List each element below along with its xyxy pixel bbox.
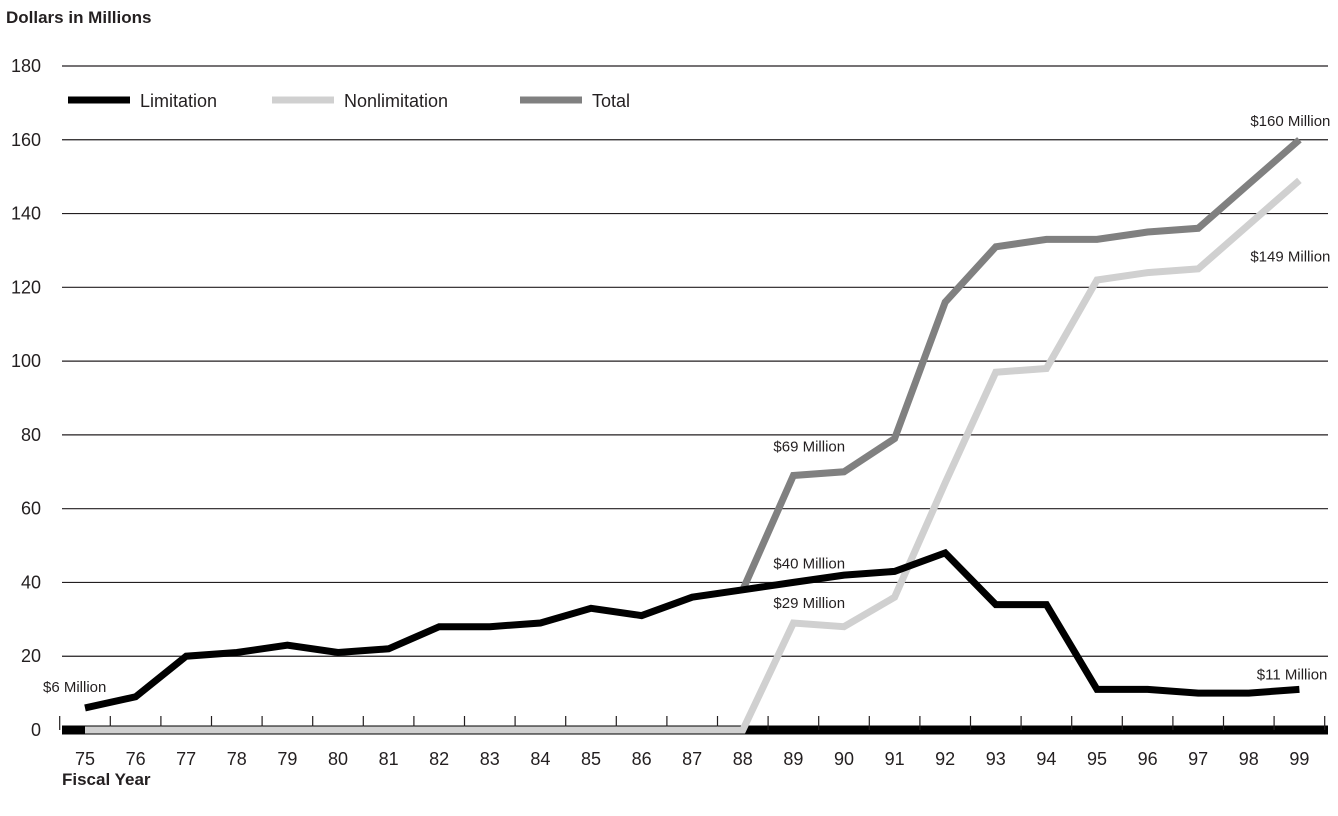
x-tick-label: 82 bbox=[429, 749, 449, 769]
x-tick-label: 89 bbox=[783, 749, 803, 769]
x-tick-label: 79 bbox=[277, 749, 297, 769]
y-tick-label: 180 bbox=[11, 56, 41, 76]
x-tick-label: 84 bbox=[530, 749, 550, 769]
legend-label: Limitation bbox=[140, 91, 217, 111]
data-annotation: $40 Million bbox=[773, 555, 845, 572]
x-tick-label: 92 bbox=[935, 749, 955, 769]
x-tick-label: 87 bbox=[682, 749, 702, 769]
x-tick-label: 98 bbox=[1239, 749, 1259, 769]
legend-label: Total bbox=[592, 91, 630, 111]
x-tick-label: 75 bbox=[75, 749, 95, 769]
series-lines bbox=[84, 137, 1302, 734]
x-axis-title: Fiscal Year bbox=[62, 770, 151, 789]
x-tick-label: 93 bbox=[986, 749, 1006, 769]
gridlines bbox=[62, 65, 1328, 657]
y-axis-title: Dollars in Millions bbox=[6, 8, 152, 27]
x-tick-label: 83 bbox=[480, 749, 500, 769]
x-tick-label: 81 bbox=[379, 749, 399, 769]
y-tick-label: 140 bbox=[11, 204, 41, 224]
y-tick-label: 40 bbox=[21, 572, 41, 592]
x-tick-label: 86 bbox=[632, 749, 652, 769]
y-tick-label: 160 bbox=[11, 130, 41, 150]
data-annotation: $6 Million bbox=[43, 679, 106, 696]
series-line-nonlimitation bbox=[85, 177, 1302, 734]
annotations: $6 Million $69 Million $40 Million $29 Mill… bbox=[43, 113, 1330, 696]
y-tick-label: 0 bbox=[31, 720, 41, 740]
data-annotation: $149 Million bbox=[1250, 248, 1330, 265]
x-tick-label: 76 bbox=[126, 749, 146, 769]
x-tick-label: 88 bbox=[733, 749, 753, 769]
data-annotation: $29 Million bbox=[773, 595, 845, 612]
x-tick-label: 95 bbox=[1087, 749, 1107, 769]
x-tick-label: 99 bbox=[1289, 749, 1309, 769]
series-line-total bbox=[739, 137, 1302, 592]
x-tick-label: 85 bbox=[581, 749, 601, 769]
y-tick-label: 100 bbox=[11, 351, 41, 371]
y-tick-label: 60 bbox=[21, 499, 41, 519]
x-tick-label: 78 bbox=[227, 749, 247, 769]
x-tick-label: 91 bbox=[885, 749, 905, 769]
y-tick-label: 20 bbox=[21, 646, 41, 666]
y-tick-label: 120 bbox=[11, 277, 41, 297]
data-annotation: $69 Million bbox=[773, 438, 845, 455]
data-annotation: $11 Million bbox=[1257, 666, 1328, 683]
legend-label: Nonlimitation bbox=[344, 91, 448, 111]
x-tick-label: 80 bbox=[328, 749, 348, 769]
x-tick-label: 97 bbox=[1188, 749, 1208, 769]
data-annotation: $160 Million bbox=[1250, 113, 1330, 130]
legend: Limitation Nonlimitation Total bbox=[68, 91, 630, 111]
y-tick-labels: 0 20 40 60 80 100 120 140 160 180 bbox=[11, 56, 41, 740]
x-tick-label: 94 bbox=[1036, 749, 1056, 769]
x-tick-label: 90 bbox=[834, 749, 854, 769]
series-line-limitation bbox=[84, 548, 1300, 712]
x-tick-label: 77 bbox=[176, 749, 196, 769]
y-tick-label: 80 bbox=[21, 425, 41, 445]
x-tick-label: 96 bbox=[1138, 749, 1158, 769]
x-axis: 75 76 77 78 79 80 81 82 83 84 85 86 87 88 89 90 91 92 93 94… bbox=[59, 716, 1328, 769]
